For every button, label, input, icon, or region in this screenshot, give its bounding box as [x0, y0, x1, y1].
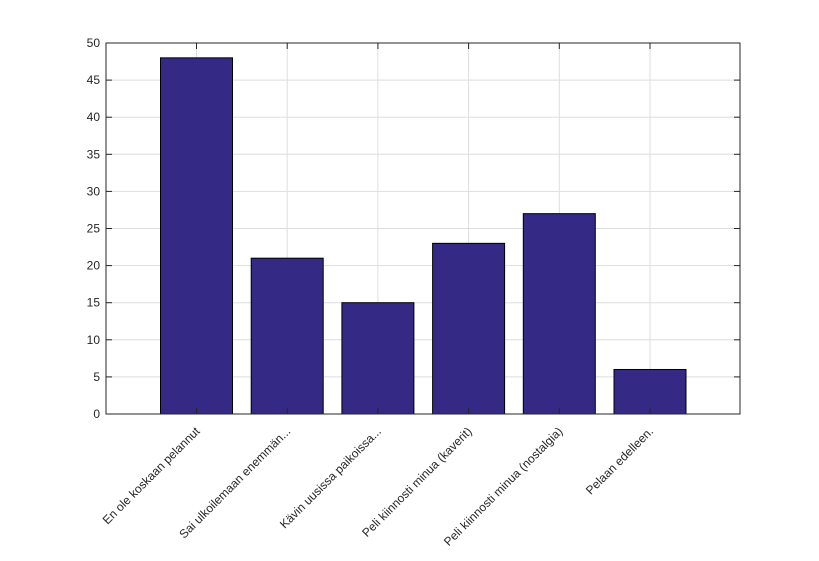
bar: [522, 213, 596, 415]
y-axis-ticks: 0 5 10 15 20 25 30 35 40 45 50: [87, 36, 740, 421]
y-tick-label: 45: [87, 73, 101, 87]
y-tick-label: 5: [93, 370, 100, 384]
y-tick-label: 40: [87, 110, 101, 124]
bars: [160, 57, 687, 415]
y-tick-label: 30: [87, 184, 101, 198]
y-tick-label: 35: [87, 147, 101, 161]
y-tick-label: 10: [87, 333, 101, 347]
bar: [341, 302, 415, 415]
x-tick-label: Kävin uusissa paikoissa...: [277, 424, 384, 531]
bar: [613, 368, 687, 415]
y-tick-label: 25: [87, 222, 101, 236]
y-tick-label: 20: [87, 259, 101, 273]
y-tick-label: 50: [87, 36, 101, 50]
bar: [160, 57, 233, 415]
bar: [432, 242, 506, 415]
bar: [250, 257, 324, 415]
x-tick-label: En ole koskaan pelannut: [100, 424, 203, 527]
x-tick-label: Pelaan edelleen.: [583, 424, 656, 497]
y-tick-label: 0: [93, 407, 100, 421]
y-tick-label: 15: [87, 296, 101, 310]
